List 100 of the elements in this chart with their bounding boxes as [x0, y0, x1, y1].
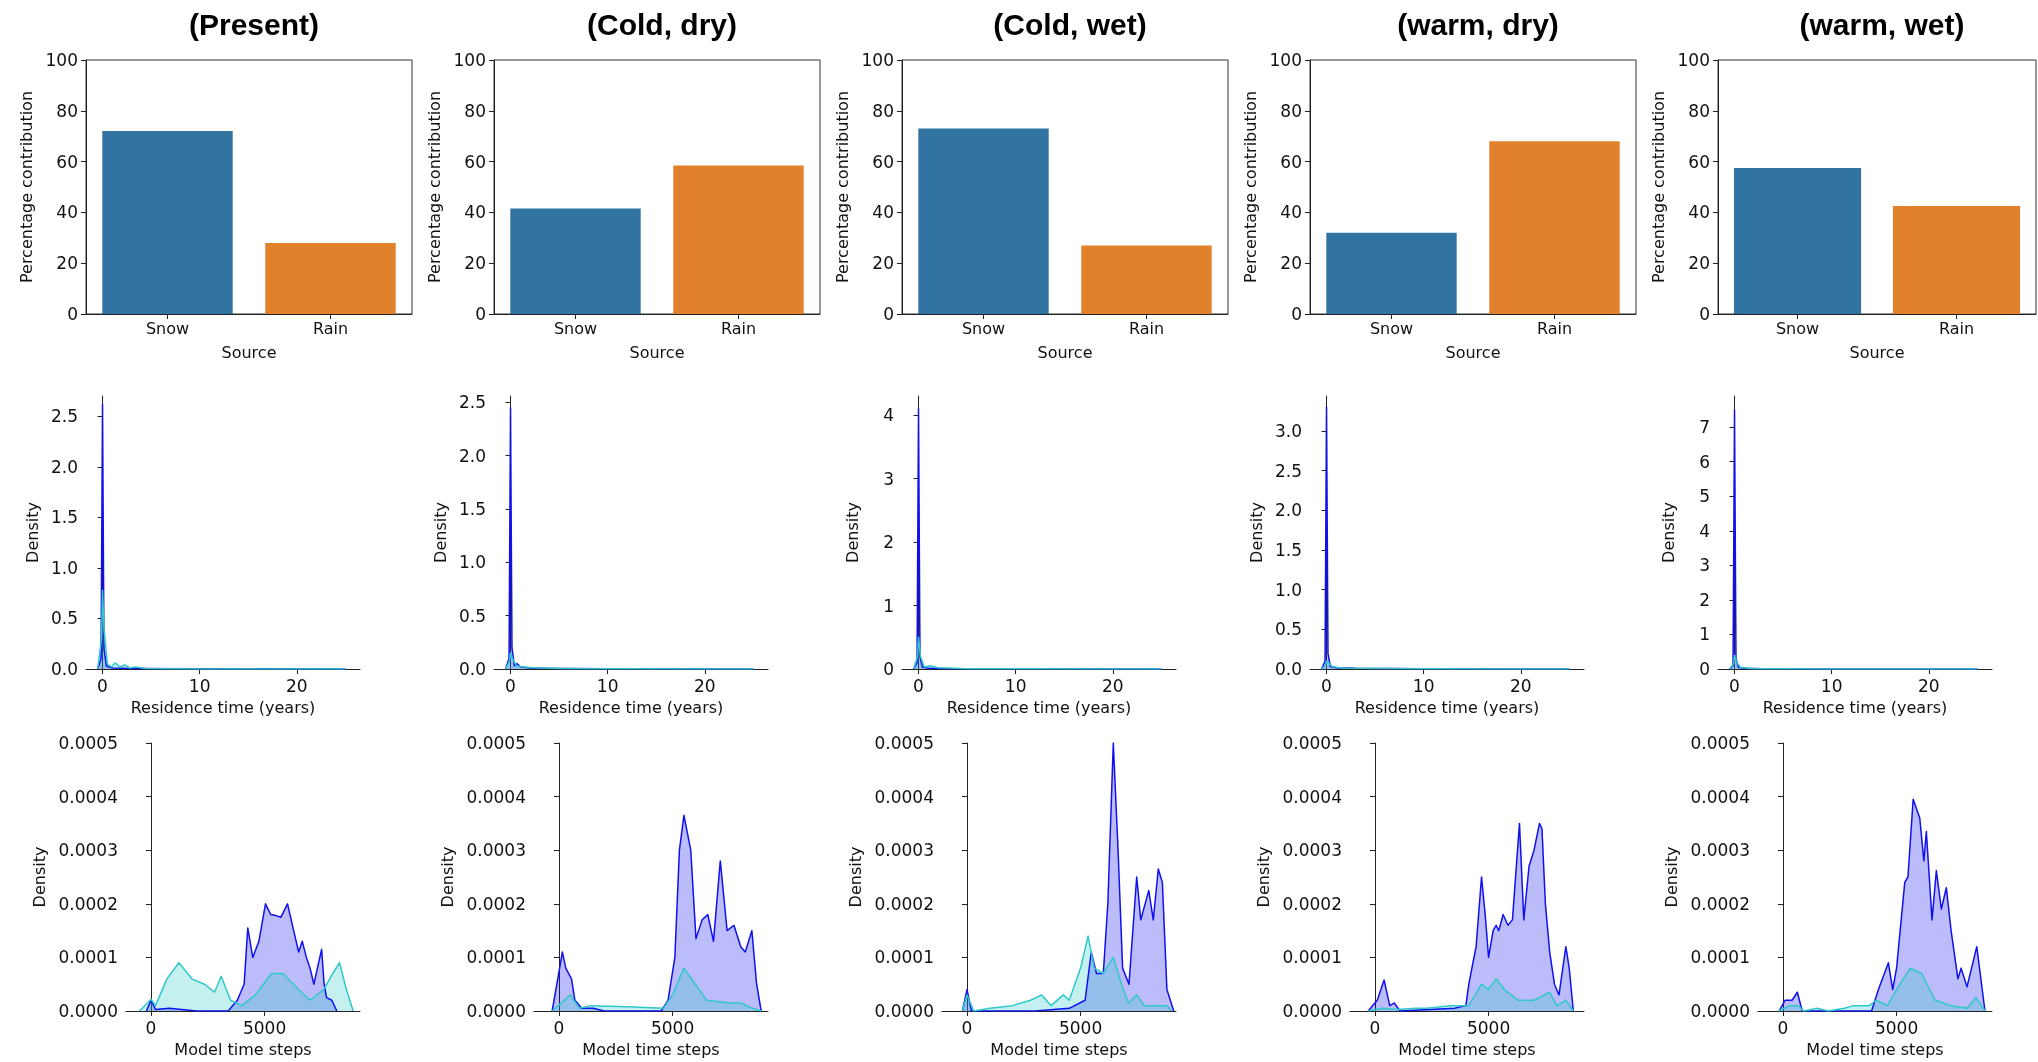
y-tick-label: 40 [1280, 202, 1302, 223]
y-tick-label: 0.0003 [1282, 840, 1342, 861]
y-axis-title: Percentage contribution [1649, 90, 1669, 284]
x-tick-label: Rain [1938, 318, 1975, 338]
y-tick-label: 0.0005 [58, 733, 118, 753]
y-tick-label: 1.5 [458, 499, 486, 520]
x-tick-label: Snow [145, 318, 190, 338]
x-tick-label: 20 [694, 675, 716, 696]
y-tick-label: 20 [464, 253, 486, 274]
y-tick-label: 60 [464, 151, 486, 172]
x-axis-title: Residence time (years) [946, 697, 1132, 717]
x-tick-label: 20 [1510, 675, 1532, 696]
y-tick-label: 0.0 [50, 659, 78, 679]
y-tick-label: 100 [861, 50, 894, 70]
y-axis-title: Percentage contribution [425, 90, 445, 284]
y-tick-label: 100 [45, 50, 78, 70]
x-tick-label: 5000 [1058, 1017, 1103, 1038]
y-axis-title: Density [1254, 846, 1274, 908]
y-tick-label: 0.0003 [466, 840, 526, 861]
x-tick-label: Rain [312, 318, 349, 338]
y-tick-label: 80 [1688, 100, 1710, 121]
y-tick-label: 0.0005 [466, 733, 526, 753]
chart-title: (warm, wet) [1799, 7, 1965, 41]
x-axis-title: Source [221, 342, 277, 362]
y-tick-label: 1.5 [1274, 539, 1302, 560]
y-tick-label: 40 [1688, 202, 1710, 223]
y-tick-label: 2 [1699, 589, 1710, 610]
y-tick-label: 2.5 [458, 392, 486, 413]
y-tick-label: 60 [1280, 151, 1302, 172]
x-axis-title: Model time steps [1398, 1039, 1536, 1059]
x-axis-title: Model time steps [990, 1039, 1128, 1059]
y-tick-label: 40 [56, 202, 78, 223]
y-tick-label: 6 [1699, 451, 1710, 472]
y-tick-label: 0.0001 [466, 947, 526, 968]
x-tick-label: 5000 [650, 1017, 695, 1038]
y-tick-label: 3 [1699, 555, 1710, 576]
x-tick-label: 5000 [1874, 1017, 1919, 1038]
y-tick-label: 80 [56, 100, 78, 121]
y-tick-label: 60 [56, 151, 78, 172]
x-tick-label: 10 [1820, 675, 1843, 696]
y-tick-label: 1.0 [458, 552, 486, 573]
y-tick-label: 1.0 [1274, 579, 1302, 600]
chart-title: (Cold, wet) [993, 7, 1147, 41]
y-axis-title: Density [842, 502, 862, 563]
y-tick-label: 0.0003 [1690, 840, 1750, 861]
y-tick-label: 20 [1280, 253, 1302, 274]
y-tick-label: 0.0000 [874, 1001, 934, 1021]
y-axis-title: Density [1246, 502, 1266, 563]
x-tick-label: 20 [1102, 675, 1124, 696]
x-tick-label: 10 [1412, 675, 1435, 696]
y-tick-label: 1 [1699, 624, 1710, 645]
y-tick-label: 0 [67, 304, 78, 324]
y-tick-label: 2.0 [50, 456, 78, 477]
chart-title: (warm, dry) [1397, 7, 1559, 41]
y-tick-label: 20 [56, 253, 78, 274]
x-tick-label: 20 [1918, 675, 1940, 696]
y-tick-label: 100 [453, 50, 486, 70]
x-tick-label: 20 [286, 675, 308, 696]
x-tick-label: Snow [961, 318, 1006, 338]
y-tick-label: 2.5 [50, 406, 78, 427]
y-tick-label: 100 [1269, 50, 1302, 70]
x-tick-label: Rain [1128, 318, 1165, 338]
y-tick-label: 0 [475, 304, 486, 324]
x-axis-title: Source [1445, 342, 1501, 362]
x-tick-label: 0 [1369, 1017, 1381, 1038]
y-tick-label: 0.5 [1274, 619, 1302, 640]
y-tick-label: 2 [883, 532, 894, 553]
y-tick-label: 2.0 [1274, 500, 1302, 521]
y-tick-label: 0.0002 [466, 893, 526, 914]
y-axis-title: Density [1662, 846, 1682, 908]
y-tick-label: 0.0003 [874, 840, 934, 861]
y-tick-label: 0.0004 [466, 786, 526, 807]
y-axis-title: Density [846, 846, 866, 908]
y-tick-label: 0.0001 [1282, 947, 1342, 968]
y-tick-label: 0.5 [458, 605, 486, 626]
y-tick-label: 0.0000 [466, 1001, 526, 1021]
y-tick-label: 20 [1688, 253, 1710, 274]
y-axis-title: Percentage contribution [833, 90, 853, 284]
y-tick-label: 0.0005 [874, 733, 934, 753]
x-tick-label: 0 [553, 1017, 565, 1038]
x-axis-title: Residence time (years) [130, 697, 316, 717]
y-tick-label: 0.0005 [1282, 733, 1342, 753]
y-tick-label: 0.0004 [874, 786, 934, 807]
y-tick-label: 40 [872, 202, 894, 223]
y-tick-label: 0.0001 [1690, 947, 1750, 968]
chart-title: (Present) [188, 7, 320, 41]
y-tick-label: 0.0004 [1690, 786, 1750, 807]
y-tick-label: 0.0 [1274, 659, 1302, 679]
x-axis-title: Source [1849, 342, 1905, 362]
y-axis-title: Percentage contribution [1241, 90, 1261, 284]
y-tick-label: 100 [1677, 50, 1710, 70]
x-axis-title: Source [1037, 342, 1093, 362]
y-tick-label: 80 [464, 100, 486, 121]
y-tick-label: 7 [1699, 417, 1710, 438]
x-axis-title: Model time steps [174, 1039, 312, 1059]
x-tick-label: Snow [1369, 318, 1414, 338]
y-tick-label: 5 [1699, 486, 1710, 507]
y-tick-label: 40 [464, 202, 486, 223]
y-axis-title: Density [430, 502, 450, 563]
y-tick-label: 1.5 [50, 507, 78, 528]
